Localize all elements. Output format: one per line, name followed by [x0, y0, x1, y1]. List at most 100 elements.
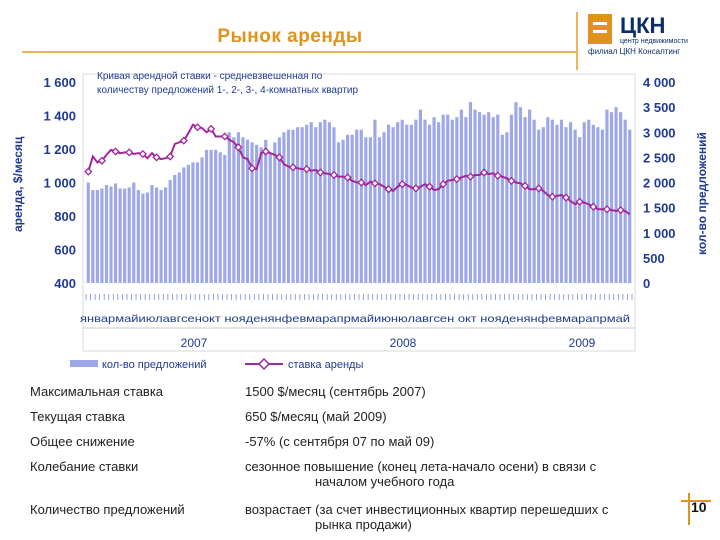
logo-line1: центр недвижимости	[620, 38, 688, 45]
offers-bar	[464, 117, 468, 284]
fact-value: возрастает (за счет инвестиционных кварт…	[245, 502, 685, 532]
page-number-badge: 10	[681, 493, 711, 525]
offers-bar	[118, 188, 122, 283]
offers-bar	[359, 129, 363, 283]
offers-bar	[236, 132, 241, 283]
offers-bar	[368, 137, 372, 283]
rent-line	[84, 123, 631, 216]
rent-line-marker	[234, 143, 243, 152]
offers-bar	[355, 129, 359, 283]
offers-bar	[396, 122, 400, 283]
offers-bar	[164, 187, 168, 283]
offers-bar	[459, 109, 463, 283]
offers-bar	[150, 185, 154, 283]
fact-value: 650 $/месяц (май 2009)	[245, 409, 387, 424]
offers-bar	[305, 124, 309, 284]
rent-line-marker	[466, 172, 475, 181]
offers-bar	[487, 112, 491, 284]
offers-bar	[177, 172, 181, 283]
rent-line-marker	[411, 184, 420, 193]
offers-bar	[455, 117, 459, 284]
fact-label: Колебание ставки	[30, 459, 139, 474]
offers-bar	[277, 137, 281, 283]
rent-line-marker	[493, 171, 502, 180]
offers-bar	[204, 149, 209, 283]
right-tick-label: 0	[643, 276, 650, 291]
offers-bar	[295, 127, 300, 283]
offers-bar	[223, 154, 227, 283]
year-label-2008: 2008	[390, 336, 417, 350]
offers-bar	[195, 162, 200, 283]
page-number-cross-icon	[681, 493, 711, 525]
year-label-2009: 2009	[569, 336, 596, 350]
offers-bar	[414, 119, 418, 283]
offers-bar	[609, 112, 614, 284]
rent-line-marker	[207, 124, 216, 134]
offers-bar	[391, 127, 395, 283]
logo-mark-icon	[588, 14, 612, 44]
fact-value-line-1: возрастает (за счет инвестиционных кварт…	[245, 502, 609, 517]
logo-divider	[576, 12, 578, 70]
offers-bar	[514, 102, 518, 283]
rent-line-marker	[316, 168, 325, 177]
right-tick-label: 1 000	[643, 226, 676, 241]
left-axis-ticks: 400 600 800 1 000 1 200 1 400 1 600	[43, 75, 76, 291]
fact-label: Общее снижение	[30, 434, 135, 449]
offers-bar	[323, 119, 327, 283]
offers-bar	[291, 129, 295, 283]
rent-line-marker	[548, 192, 557, 201]
rent-line-marker	[343, 173, 352, 182]
offers-bar	[528, 109, 532, 283]
offers-bar	[541, 127, 545, 283]
offers-bar	[209, 149, 213, 283]
rent-line-marker	[166, 152, 175, 161]
logo-line2: филиал ЦКН Консалтинг	[588, 47, 681, 56]
rent-line-marker	[398, 180, 407, 189]
offers-bar	[623, 119, 627, 283]
offers-bar	[104, 185, 109, 283]
fact-label: Количество предложений	[30, 502, 185, 517]
rent-line-marker	[561, 193, 571, 202]
fact-label: Текущая ставка	[30, 409, 125, 424]
rent-line-marker	[616, 206, 625, 215]
fact-value: 1500 $/месяц (сентябрь 2007)	[245, 384, 426, 399]
rent-line-marker	[520, 181, 530, 190]
offers-bar	[100, 188, 104, 283]
offers-bar	[255, 144, 259, 283]
offers-bar	[318, 122, 322, 283]
rent-line-marker	[480, 168, 489, 177]
fact-value-line-1: сезонное повышение (конец лета-начало ос…	[245, 459, 597, 474]
offers-bar	[227, 132, 231, 283]
rent-line-marker	[193, 123, 202, 132]
offers-bar	[264, 139, 268, 283]
page-number: 10	[691, 499, 707, 515]
offers-bar	[600, 129, 605, 283]
offers-bar	[113, 183, 118, 283]
offers-bar	[168, 179, 172, 283]
offers-bar	[437, 122, 441, 283]
rent-line-marker	[138, 149, 147, 159]
rent-line-marker	[152, 153, 161, 162]
offers-bar	[496, 114, 500, 283]
left-tick-label: 1 000	[43, 176, 76, 191]
offers-bar	[123, 188, 127, 283]
offers-bar	[286, 129, 291, 283]
offers-bar	[477, 112, 482, 284]
offers-bar	[532, 119, 536, 283]
offers-bar	[282, 132, 286, 283]
rent-line-marker	[220, 132, 229, 141]
offers-bar	[191, 162, 195, 283]
left-tick-label: 600	[54, 243, 76, 258]
rent-line-marker	[125, 148, 134, 157]
offers-bar	[364, 137, 368, 283]
chart-title-line-2: количеству предложений 1-, 2-, 3-, 4-ком…	[97, 85, 358, 96]
offers-bar	[214, 149, 218, 283]
legend-bar-label: кол-во предложений	[102, 359, 207, 371]
offers-bar	[400, 119, 404, 283]
offers-bar	[573, 129, 577, 283]
offers-bar	[587, 119, 591, 283]
offers-bar	[546, 117, 550, 284]
rent-line-marker	[534, 184, 543, 193]
offers-bar	[273, 142, 277, 283]
offers-bar	[268, 152, 272, 283]
